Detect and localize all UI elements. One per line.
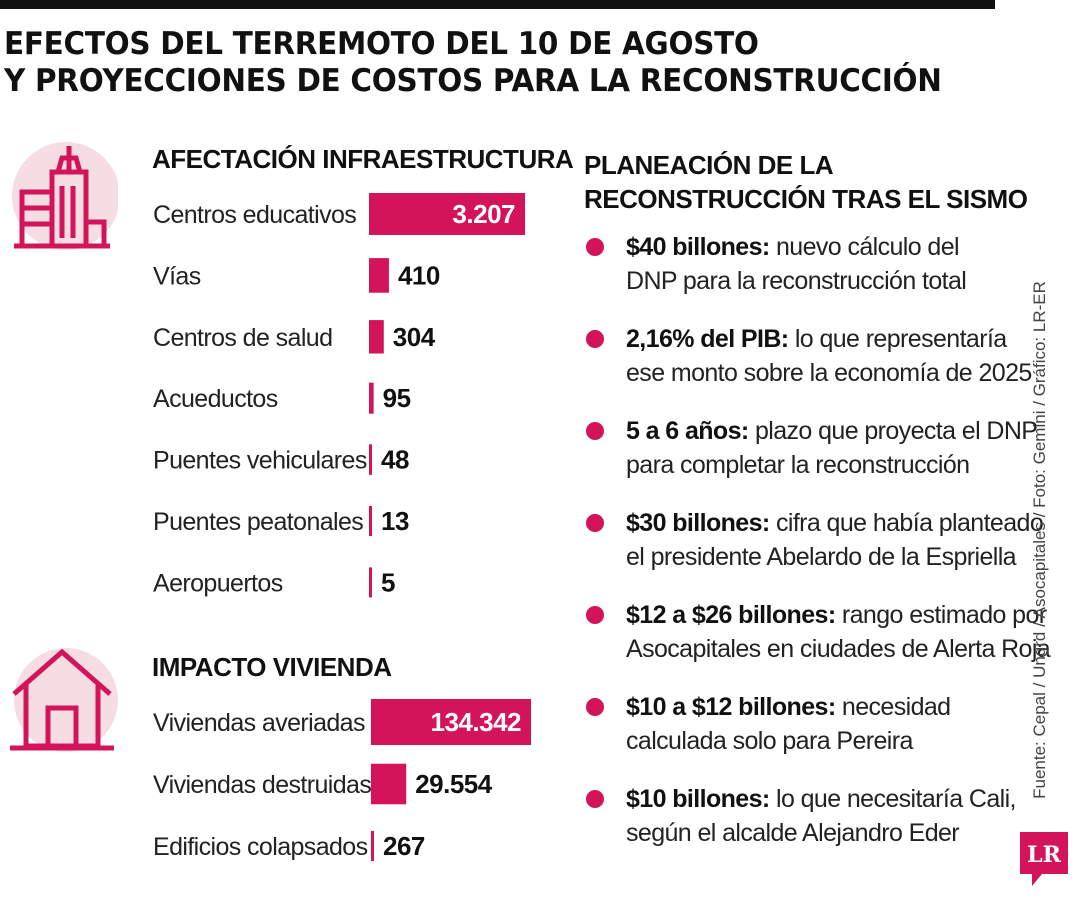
lr-logo: LR (1020, 832, 1068, 886)
planning-item-lead: $12 a $26 billones: (626, 601, 836, 629)
infra-bar-chart: Centros educativos 3.207 Vías 410 Centros de… (153, 193, 525, 598)
planning-list: $40 billones: nuevo cálculo del DNP para … (584, 230, 1054, 874)
source-credit: Fuente: Cepal / Ungrd / Asocapitales / F… (1030, 281, 1049, 799)
buildings-icon (12, 142, 118, 250)
bar-category-label: Puentes vehiculares (153, 447, 367, 475)
planning-item-text-2: el presidente Abelardo de la Espriella (626, 543, 1017, 571)
bar (371, 699, 531, 745)
planning-item: 5 a 6 años: plazo que proyecta el DNP par… (584, 414, 1054, 506)
bar-value-label: 48 (381, 445, 409, 475)
bar-category-label: Aeropuertos (153, 569, 283, 597)
planning-item-lead: $40 billones: (626, 233, 770, 261)
bar (369, 320, 384, 354)
bar (369, 505, 372, 537)
bar (369, 444, 372, 475)
circle-bullet-icon (586, 422, 604, 440)
bar (371, 763, 407, 805)
planning-item-text: rango estimado por (835, 601, 1047, 629)
bar-value-label: 29.554 (415, 769, 493, 799)
circle-bullet-icon (586, 514, 604, 532)
planning-item-text-2: DNP para la reconstrucción total (626, 267, 967, 295)
bar-category-label: Vías (153, 262, 201, 290)
bar-category-label: Viviendas averiadas (153, 709, 365, 737)
planning-item-text: cifra que había planteado (769, 509, 1044, 537)
bar (371, 830, 374, 862)
planning-item-text: lo que representaría (788, 325, 1007, 353)
bar-value-label: 267 (383, 831, 425, 861)
page-title: EFECTOS DEL TERREMOTO DEL 10 DE AGOSTO Y… (4, 26, 942, 100)
circle-bullet-icon (586, 698, 604, 716)
planning-item-text-2: para completar la reconstrucción (626, 451, 970, 479)
planning-heading-line-1: PLANEACIÓN DE LA (584, 150, 834, 180)
bar (369, 193, 525, 235)
bar-value-label: 410 (398, 260, 440, 290)
planning-item-text-2: según el alcalde Alejandro Eder (626, 819, 960, 847)
bar (369, 382, 374, 414)
planning-item: $10 billones: lo que necesitaría Cali, se… (584, 782, 1054, 874)
bar-value-label: 134.342 (431, 707, 522, 737)
planning-item-text: lo que necesitaría Cali, (769, 785, 1017, 813)
planning-heading: PLANEACIÓN DE LA RECONSTRUCCIÓN TRAS EL … (584, 148, 1028, 216)
bar-category-label: Acueductos (153, 385, 278, 413)
bar-value-label: 5 (381, 567, 395, 597)
planning-item-lead: $30 billones: (626, 509, 770, 537)
planning-item-text-2: Asocapitales en ciudades de Alerta Roja (626, 635, 1051, 663)
planning-heading-line-2: RECONSTRUCCIÓN TRAS EL SISMO (584, 184, 1028, 214)
circle-bullet-icon (586, 606, 604, 624)
planning-item-text: nuevo cálculo del (769, 233, 960, 261)
planning-item-text: plazo que proyecta el DNP (748, 417, 1038, 445)
bar-category-label: Viviendas destruidas (153, 771, 371, 799)
circle-bullet-icon (586, 330, 604, 348)
planning-item: $40 billones: nuevo cálculo del DNP para … (584, 230, 1054, 322)
logo-text: LR (1027, 842, 1061, 868)
planning-item: 2,16% del PIB: lo que representaría ese m… (584, 322, 1054, 414)
bar-value-label: 95 (383, 383, 411, 413)
planning-item-lead: 5 a 6 años: (626, 417, 749, 445)
planning-item-text-2: ese monto sobre la economía de 2025 (626, 359, 1032, 387)
planning-item-lead: 2,16% del PIB: (626, 325, 789, 353)
planning-item-lead: $10 a $12 billones: (626, 693, 836, 721)
top-rule (0, 0, 995, 9)
bar-category-label: Centros educativos (153, 201, 356, 229)
bar-value-label: 3.207 (452, 199, 515, 229)
planning-item: $30 billones: cifra que había planteado e… (584, 506, 1054, 598)
housing-bar-chart: Viviendas averiadas 134.342 Viviendas dest… (153, 699, 531, 862)
bar-value-label: 304 (393, 322, 436, 352)
title-line-2: Y PROYECCIONES DE COSTOS PARA LA RECONST… (4, 63, 942, 99)
planning-item-lead: $10 billones: (626, 785, 770, 813)
planning-item-text: necesidad (835, 693, 951, 721)
housing-heading: IMPACTO VIVIENDA (152, 652, 392, 682)
bar (369, 258, 389, 293)
bar-value-label: 13 (381, 506, 409, 536)
infra-heading: AFECTACIÓN INFRAESTRUCTURA (152, 144, 574, 174)
title-line-1: EFECTOS DEL TERREMOTO DEL 10 DE AGOSTO (4, 26, 759, 62)
bar-category-label: Edificios colapsados (153, 833, 368, 861)
planning-item: $10 a $12 billones: necesidad calculada s… (584, 690, 1054, 782)
bar-category-label: Puentes peatonales (153, 508, 363, 536)
circle-bullet-icon (586, 238, 604, 256)
bar-category-label: Centros de salud (153, 324, 332, 352)
planning-item-text-2: calculada solo para Pereira (626, 727, 913, 755)
bar (369, 567, 372, 598)
planning-item: $12 a $26 billones: rango estimado por As… (584, 598, 1054, 690)
circle-bullet-icon (586, 790, 604, 808)
house-icon (10, 648, 118, 752)
